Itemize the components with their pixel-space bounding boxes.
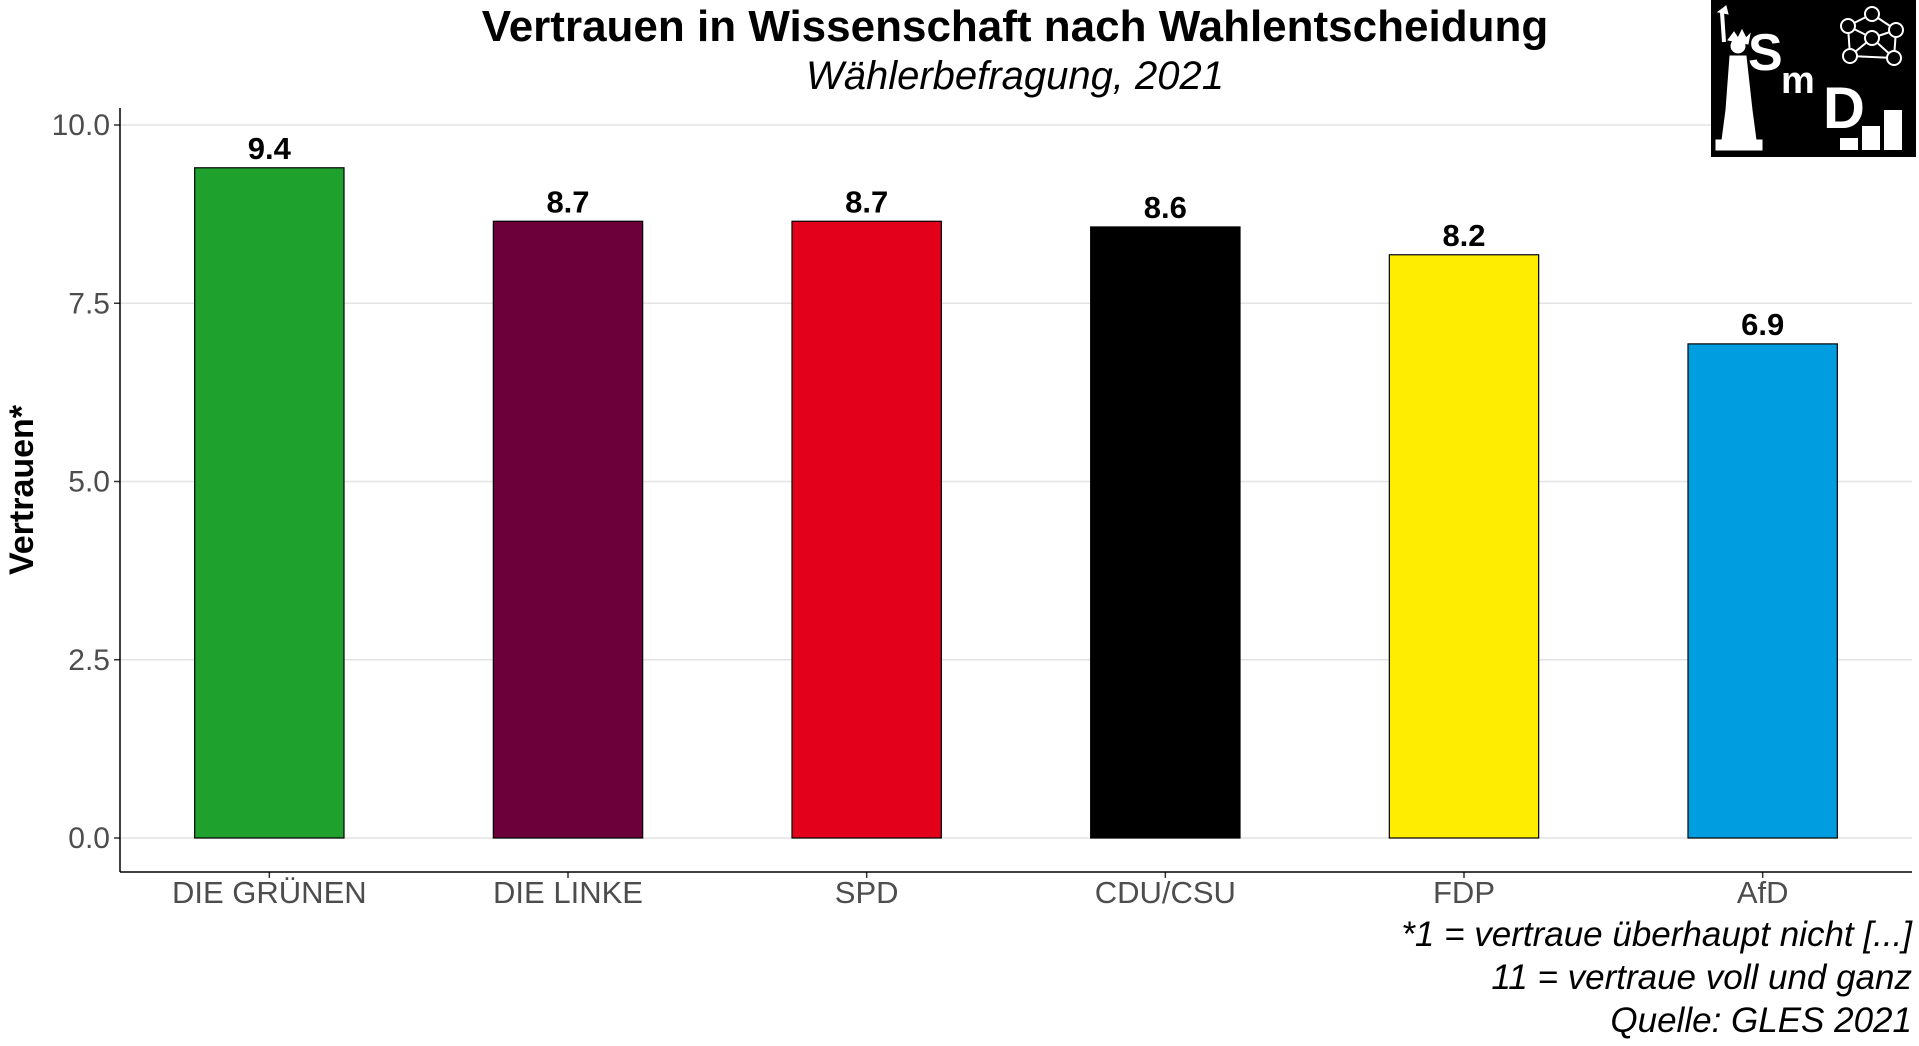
smd-logo: S m D (1711, 0, 1916, 157)
logo-letter-m: m (1781, 60, 1815, 102)
y-tick-label: 5.0 (68, 466, 110, 499)
x-axis-ticks: DIE GRÜNEN DIE LINKE SPD CDU/CSU FDP AfD (172, 872, 1789, 910)
bar-graph-icon (1840, 110, 1902, 150)
gridlines (120, 124, 1912, 839)
bar (1090, 226, 1241, 839)
bar-value-label: 9.4 (248, 131, 292, 166)
y-tick-label: 10.0 (52, 109, 110, 142)
logo-letter-d: D (1823, 76, 1865, 141)
bar-value-label: 8.2 (1442, 218, 1485, 253)
note-source: Quelle: GLES 2021 (1610, 1001, 1912, 1040)
bar-value-label: 8.6 (1144, 190, 1187, 225)
x-tick-label: CDU/CSU (1095, 875, 1236, 910)
x-tick-label: SPD (835, 875, 899, 910)
bar-value-label: 8.7 (845, 184, 888, 219)
network-icon (1840, 6, 1904, 66)
statue-icon (1715, 5, 1763, 151)
y-axis-label: Vertrauen* (3, 404, 41, 575)
x-tick-label: DIE LINKE (493, 875, 643, 910)
value-labels: 9.4 8.7 8.7 8.6 8.2 6.9 (248, 131, 1784, 342)
chart-title: Vertrauen in Wissenschaft nach Wahlentsc… (482, 2, 1548, 51)
x-tick-label: DIE GRÜNEN (172, 875, 367, 910)
bar-value-label: 6.9 (1741, 307, 1784, 342)
bar (791, 220, 942, 839)
note-scale-low: *1 = vertraue überhaupt nicht [...] (1401, 915, 1913, 954)
y-tick-label: 0.0 (68, 822, 110, 855)
logo-letter-s: S (1748, 24, 1783, 82)
x-tick-label: AfD (1737, 875, 1789, 910)
bars (194, 167, 1838, 839)
bar (1687, 343, 1838, 839)
y-axis-ticks: 0.0 2.5 5.0 7.5 10.0 (52, 109, 120, 855)
bar (1388, 254, 1540, 839)
bar (492, 220, 644, 839)
bar-value-label: 8.7 (546, 184, 589, 219)
chart-subtitle: Wählerbefragung, 2021 (806, 54, 1224, 98)
note-scale-high: 11 = vertraue voll und ganz (1491, 958, 1912, 997)
bar (194, 167, 345, 839)
x-tick-label: FDP (1433, 875, 1495, 910)
y-tick-label: 2.5 (68, 644, 110, 677)
y-tick-label: 7.5 (68, 287, 110, 320)
